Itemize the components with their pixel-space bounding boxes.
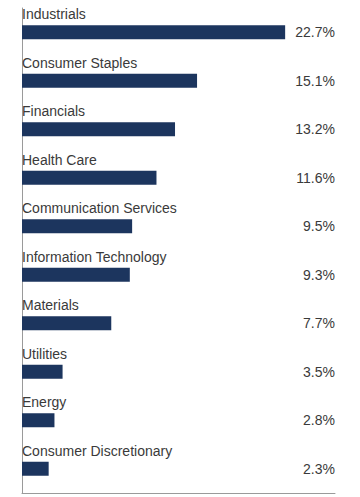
svg-text:7.7%: 7.7% bbox=[303, 315, 335, 331]
svg-text:22.7%: 22.7% bbox=[295, 24, 335, 40]
svg-text:Health Care: Health Care bbox=[22, 152, 97, 168]
svg-text:Financials: Financials bbox=[22, 103, 85, 119]
svg-text:3.5%: 3.5% bbox=[303, 364, 335, 380]
svg-text:2.8%: 2.8% bbox=[303, 412, 335, 428]
svg-text:9.3%: 9.3% bbox=[303, 267, 335, 283]
svg-text:13.2%: 13.2% bbox=[295, 121, 335, 137]
svg-text:15.1%: 15.1% bbox=[295, 73, 335, 89]
svg-text:Communication Services: Communication Services bbox=[22, 200, 177, 216]
svg-text:Utilities: Utilities bbox=[22, 346, 67, 362]
svg-text:2.3%: 2.3% bbox=[303, 461, 335, 477]
svg-text:Materials: Materials bbox=[22, 297, 79, 313]
svg-text:Consumer Discretionary: Consumer Discretionary bbox=[22, 443, 172, 459]
svg-text:9.5%: 9.5% bbox=[303, 218, 335, 234]
svg-text:Consumer Staples: Consumer Staples bbox=[22, 55, 137, 71]
svg-text:Industrials: Industrials bbox=[22, 6, 86, 22]
svg-text:Energy: Energy bbox=[22, 394, 66, 410]
svg-text:11.6%: 11.6% bbox=[296, 170, 335, 186]
svg-text:Information Technology: Information Technology bbox=[22, 249, 167, 265]
